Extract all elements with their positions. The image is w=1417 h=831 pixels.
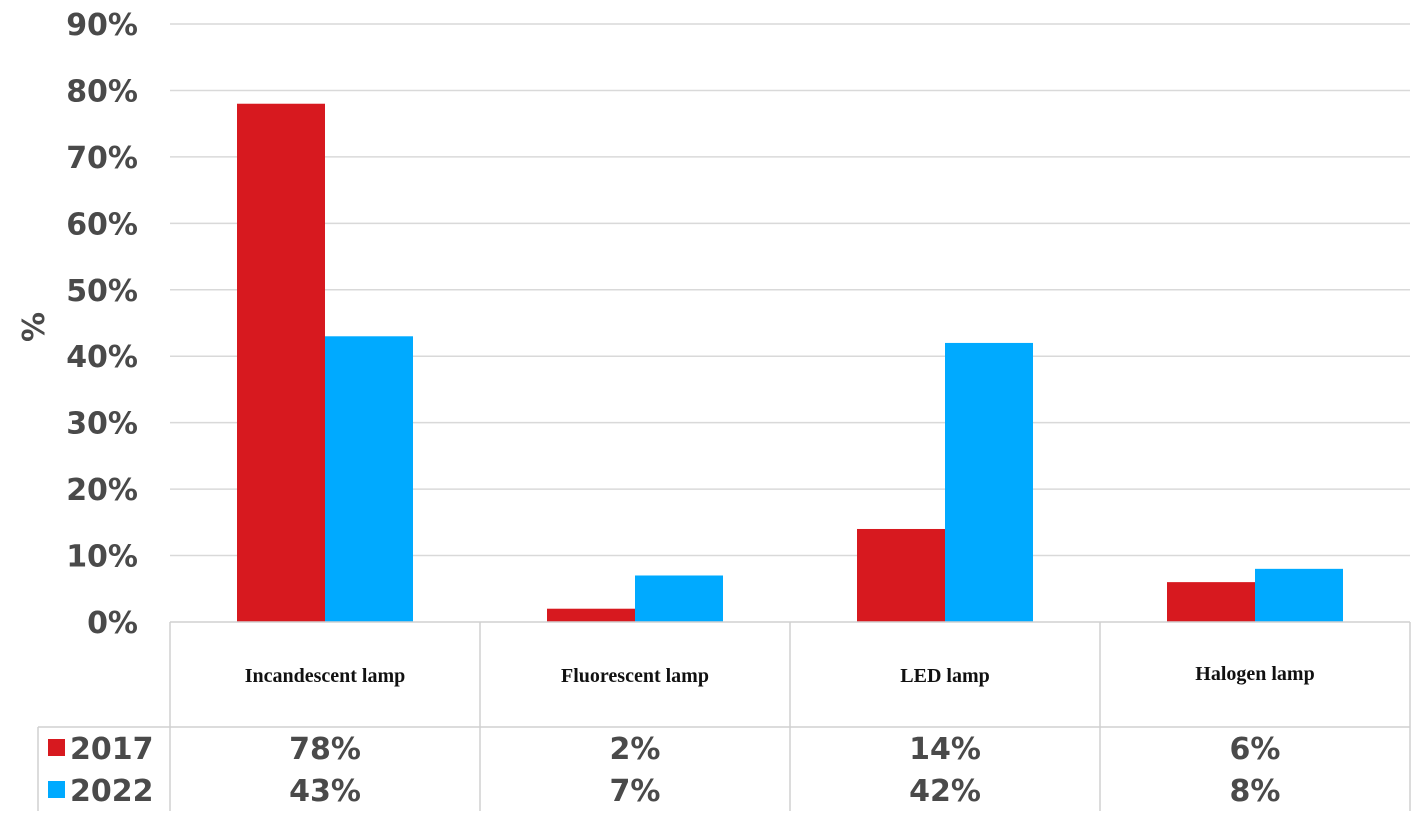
y-tick-label: 0% (87, 606, 138, 641)
legend-label: 2022 (70, 774, 154, 809)
y-axis-ticks: 0% 10% 20% 30% 40% 50% 60% 70% 80% 90% (66, 8, 138, 641)
y-axis-label: % (17, 312, 52, 342)
bar-2022-incandescent-lamp (325, 336, 413, 622)
legend-key-2017 (48, 739, 65, 756)
data-table: Incandescent lamp Fluorescent lamp LED lam… (37, 621, 1411, 811)
y-tick-label: 70% (66, 141, 138, 176)
bar-2017-led-lamp (857, 528, 945, 622)
y-tick-label: 10% (66, 540, 138, 575)
data-label: 6% (1230, 732, 1281, 767)
bar-2022-halogen-lamp (1255, 568, 1343, 622)
category-label: Halogen lamp (1195, 663, 1314, 685)
bars (237, 103, 1343, 622)
category-label: LED lamp (900, 665, 989, 687)
bar-2017-incandescent-lamp (237, 103, 325, 622)
y-tick-label: 40% (66, 340, 138, 375)
data-label: 42% (909, 774, 981, 809)
y-tick-label: 50% (66, 274, 138, 309)
y-tick-label: 20% (66, 473, 138, 508)
y-tick-label: 90% (66, 8, 138, 43)
y-tick-label: 30% (66, 407, 138, 442)
y-tick-label: 60% (66, 207, 138, 242)
legend-label: 2017 (70, 732, 154, 767)
category-label: Fluorescent lamp (561, 665, 709, 687)
category-label: Incandescent lamp (245, 665, 406, 687)
bar-2017-halogen-lamp (1167, 582, 1255, 622)
data-label: 8% (1230, 774, 1281, 809)
data-label: 7% (610, 774, 661, 809)
data-label: 14% (909, 732, 981, 767)
bar-2017-fluorescent-lamp (547, 608, 635, 622)
data-label: 78% (289, 732, 361, 767)
data-label: 43% (289, 774, 361, 809)
y-tick-label: 80% (66, 74, 138, 109)
bar-2022-fluorescent-lamp (635, 575, 723, 622)
data-label: 2% (610, 732, 661, 767)
bar-2022-led-lamp (945, 342, 1033, 622)
legend-key-2022 (48, 781, 65, 798)
